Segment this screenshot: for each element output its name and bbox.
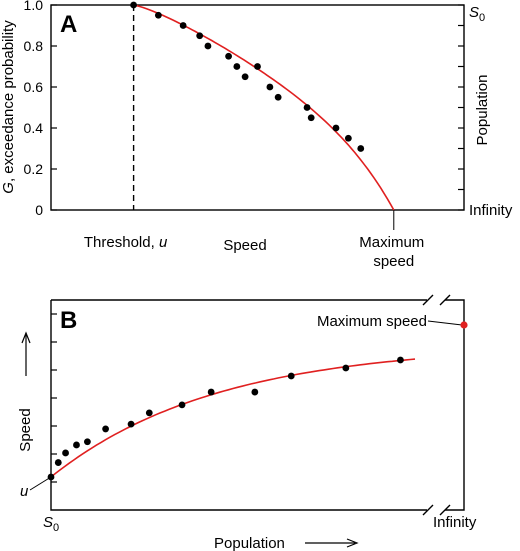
panel-a-frame bbox=[50, 4, 465, 211]
s0-sub: 0 bbox=[479, 12, 485, 24]
a-y-tick-label: 0.2 bbox=[24, 161, 44, 177]
a-data-point bbox=[196, 32, 204, 40]
u-label: u bbox=[20, 483, 29, 500]
s0-main: S bbox=[469, 4, 479, 21]
panel-a-y-axis-label: G, exceedance probability bbox=[0, 20, 17, 194]
b-data-point bbox=[342, 364, 350, 372]
panel-b: B Speed u S0 Infinity Population Maximum… bbox=[17, 294, 477, 551]
threshold-text: Threshold, bbox=[84, 234, 159, 251]
a-data-point bbox=[274, 93, 282, 101]
a-data-point bbox=[266, 83, 274, 91]
a-y-tick-label: 0.8 bbox=[24, 38, 44, 54]
panel-a-x-axis-label: Speed bbox=[223, 237, 266, 254]
panel-a: A 0 0.2 0.4 0.6 0.8 1.0 G, exceedance probabi… bbox=[0, 0, 513, 270]
b-data-point bbox=[127, 420, 135, 428]
b-data-point bbox=[397, 356, 404, 364]
a-data-point bbox=[332, 124, 340, 132]
a-data-point bbox=[225, 52, 232, 60]
panel-a-fit-curve bbox=[133, 4, 395, 211]
panel-b-letter: B bbox=[60, 307, 77, 334]
panel-b-x-axis-label: Population bbox=[214, 535, 285, 551]
b-data-point bbox=[251, 388, 259, 396]
y-arrow-head bbox=[21, 331, 31, 344]
a-data-point bbox=[233, 63, 241, 70]
a-data-point bbox=[357, 145, 365, 152]
a-data-point bbox=[241, 73, 249, 81]
panel-b-x-start-label: S0 bbox=[43, 514, 59, 534]
a-y-tick-label: 1.0 bbox=[24, 0, 44, 13]
a-data-point bbox=[254, 63, 261, 70]
b-data-point bbox=[62, 449, 69, 457]
max-speed-point bbox=[460, 321, 468, 329]
x-arrow-head bbox=[346, 538, 359, 548]
threshold-var: u bbox=[159, 234, 168, 251]
panel-a-points bbox=[130, 1, 365, 152]
panel-a-right-ticks bbox=[458, 4, 464, 211]
u-leader bbox=[29, 476, 52, 491]
b-data-point bbox=[73, 441, 80, 449]
b-data-point bbox=[287, 372, 295, 380]
b-data-point bbox=[47, 473, 55, 481]
b-data-point bbox=[207, 388, 215, 396]
a-data-point bbox=[204, 42, 212, 50]
b-data-point bbox=[145, 409, 153, 417]
panel-a-y-ticks: 0 0.2 0.4 0.6 0.8 1.0 bbox=[24, 0, 57, 218]
panel-b-frame bbox=[50, 299, 465, 511]
y-label-text: , exceedance probability bbox=[0, 20, 17, 182]
b-data-point bbox=[102, 425, 109, 433]
b-data-point bbox=[84, 438, 91, 446]
panel-a-letter: A bbox=[60, 11, 77, 38]
max-speed-label-line2: speed bbox=[373, 253, 414, 270]
panel-a-right-bottom-label: Infinity bbox=[469, 202, 513, 219]
panel-a-right-top-label: S0 bbox=[469, 4, 485, 24]
a-data-point bbox=[154, 11, 162, 19]
a-y-tick-label: 0 bbox=[35, 202, 43, 218]
threshold-label: Threshold, u bbox=[84, 234, 168, 251]
y-label-var: G bbox=[0, 182, 17, 194]
panel-b-y-axis-label: Speed bbox=[17, 408, 34, 451]
b-s0-main: S bbox=[43, 514, 53, 531]
b-s0-sub: 0 bbox=[53, 522, 59, 534]
a-data-point bbox=[303, 104, 311, 111]
a-data-point bbox=[179, 22, 187, 29]
axis-break-marks bbox=[422, 294, 451, 516]
a-y-tick-label: 0.6 bbox=[24, 79, 44, 95]
a-data-point bbox=[130, 1, 138, 9]
b-data-point bbox=[178, 401, 186, 409]
a-y-tick-label: 0.4 bbox=[24, 120, 44, 136]
b-max-leader bbox=[427, 320, 463, 326]
panel-b-points bbox=[47, 356, 404, 481]
max-speed-label-line1: Maximum bbox=[359, 234, 424, 251]
panel-a-right-axis-label: Population bbox=[474, 75, 491, 146]
panel-b-x-end-label: Infinity bbox=[433, 514, 477, 531]
panel-b-y-ticks bbox=[51, 313, 57, 483]
a-data-point bbox=[307, 114, 315, 122]
b-max-speed-label: Maximum speed bbox=[317, 313, 427, 330]
panel-b-fit-curve bbox=[50, 358, 416, 478]
b-data-point bbox=[54, 459, 62, 466]
a-data-point bbox=[344, 134, 352, 142]
